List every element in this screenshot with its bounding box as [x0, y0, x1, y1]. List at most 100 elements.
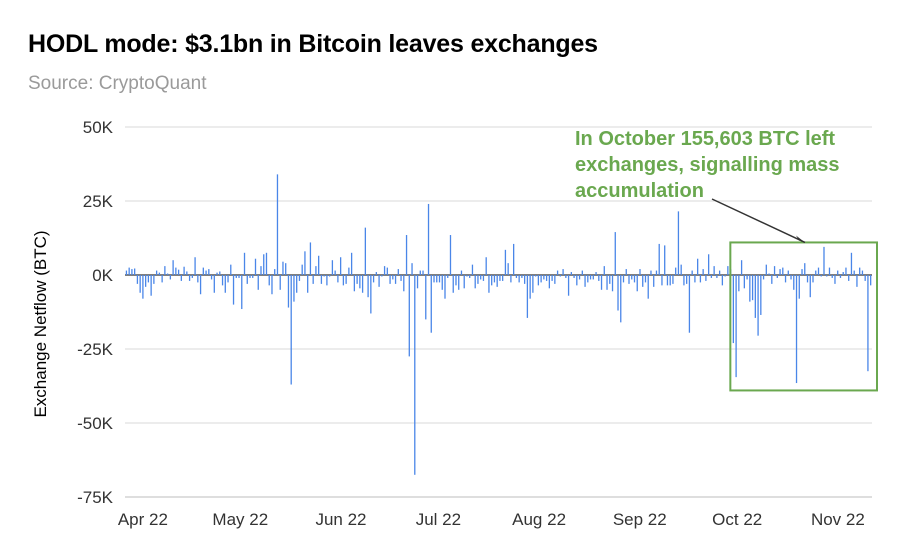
netflow-bar	[806, 275, 809, 283]
netflow-bar	[771, 275, 773, 284]
netflow-bar	[727, 266, 729, 275]
netflow-bar	[669, 275, 671, 286]
netflow-bar	[688, 275, 691, 333]
netflow-bar	[477, 275, 479, 284]
netflow-bar	[359, 275, 361, 289]
netflow-bar	[147, 275, 150, 283]
netflow-bar	[573, 275, 575, 278]
netflow-bar	[408, 275, 410, 357]
netflow-bar	[480, 275, 482, 280]
netflow-bar	[587, 275, 589, 283]
netflow-bar	[238, 275, 240, 278]
y-tick-label: -75K	[77, 488, 114, 507]
netflow-bar	[600, 275, 603, 290]
netflow-bar	[416, 275, 419, 289]
netflow-bar	[859, 267, 861, 275]
netflow-bar	[639, 269, 641, 275]
netflow-bar	[686, 275, 688, 284]
netflow-bar	[598, 275, 600, 281]
x-tick-label: Aug 22	[512, 510, 566, 529]
netflow-bar	[850, 252, 853, 275]
netflow-bar	[699, 275, 702, 283]
netflow-bar	[856, 275, 858, 287]
netflow-bar	[150, 275, 152, 296]
netflow-bar	[268, 275, 270, 286]
netflow-bar	[205, 270, 207, 275]
netflow-bar	[427, 203, 430, 275]
netflow-bar	[142, 275, 144, 299]
y-tick-label: 0K	[92, 266, 113, 285]
netflow-bar	[274, 269, 276, 275]
netflow-bar	[186, 271, 188, 275]
netflow-bar	[257, 275, 259, 290]
netflow-bar	[592, 275, 594, 280]
netflow-bar	[210, 275, 213, 280]
october-highlight-box	[729, 241, 879, 392]
netflow-bar	[469, 275, 471, 278]
y-tick-label: 50K	[83, 118, 114, 137]
netflow-bar	[518, 275, 520, 283]
netflow-bar	[320, 275, 323, 284]
netflow-bar	[378, 275, 380, 287]
netflow-bar	[793, 275, 795, 290]
netflow-bar	[702, 269, 704, 275]
netflow-bar	[329, 275, 331, 277]
netflow-bar	[375, 272, 377, 275]
netflow-bar	[650, 270, 652, 275]
netflow-bar	[576, 275, 578, 286]
netflow-bar	[249, 275, 251, 278]
netflow-bar	[447, 275, 449, 278]
netflow-bar	[202, 267, 204, 275]
netflow-bar	[290, 275, 292, 385]
annotation-arrowhead	[796, 235, 805, 243]
netflow-bar	[578, 275, 581, 280]
netflow-bar	[718, 270, 721, 275]
netflow-bar	[180, 275, 182, 281]
netflow-bar	[631, 275, 633, 280]
netflow-bar	[848, 275, 850, 281]
netflow-bar	[523, 275, 526, 284]
x-tick-label: Jun 22	[315, 510, 366, 529]
netflow-bar	[529, 275, 531, 299]
x-tick-label: Apr 22	[118, 510, 168, 529]
netflow-bar	[870, 275, 872, 286]
netflow-bar	[364, 227, 367, 275]
netflow-bar	[243, 252, 246, 275]
netflow-bar	[191, 275, 193, 278]
netflow-bar	[444, 275, 446, 299]
netflow-bar	[337, 275, 339, 283]
netflow-bar	[515, 275, 518, 278]
netflow-bar	[252, 275, 254, 278]
netflow-bar	[455, 275, 457, 286]
netflow-bar	[326, 275, 328, 286]
netflow-bar	[551, 275, 553, 281]
netflow-bar	[837, 270, 839, 275]
netflow-bar	[790, 275, 792, 280]
netflow-bar	[232, 275, 235, 305]
netflow-bar	[864, 275, 866, 281]
netflow-bar	[425, 275, 427, 320]
netflow-bar	[158, 272, 161, 275]
netflow-bar	[221, 275, 224, 286]
netflow-bar	[559, 275, 561, 277]
netflow-bar	[166, 273, 169, 275]
netflow-bar	[155, 270, 158, 275]
netflow-bar	[318, 255, 320, 275]
netflow-bar	[534, 275, 537, 277]
netflow-bar	[488, 275, 490, 293]
netflow-bar	[740, 260, 743, 275]
netflow-bar	[474, 275, 476, 289]
x-axis-tick-labels: Apr 22 May 22 Jun 22 Jul 22 Aug 22 Sep 22 Oct …	[118, 510, 865, 529]
netflow-bar	[834, 275, 836, 284]
netflow-bar	[348, 267, 350, 275]
netflow-bar	[609, 275, 611, 284]
netflow-bar	[595, 272, 597, 275]
netflow-bar	[754, 275, 756, 318]
netflow-bar	[721, 275, 724, 286]
netflow-bar	[208, 269, 210, 275]
netflow-bar	[776, 275, 778, 278]
netflow-bar	[661, 275, 663, 286]
netflow-bar	[414, 275, 416, 475]
netflow-bar	[370, 275, 372, 314]
netflow-bar	[675, 267, 677, 275]
